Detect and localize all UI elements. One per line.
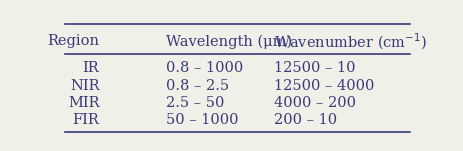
Text: 12500 – 4000: 12500 – 4000 [273, 79, 373, 93]
Text: 4000 – 200: 4000 – 200 [273, 96, 355, 110]
Text: Region: Region [47, 34, 99, 48]
Text: Wavelength (μm): Wavelength (μm) [166, 34, 291, 49]
Text: 2.5 – 50: 2.5 – 50 [166, 96, 224, 110]
Text: IR: IR [82, 61, 99, 75]
Text: 0.8 – 2.5: 0.8 – 2.5 [166, 79, 229, 93]
Text: 50 – 1000: 50 – 1000 [166, 113, 238, 127]
Text: NIR: NIR [70, 79, 99, 93]
Text: Wavenumber (cm$^{-1}$): Wavenumber (cm$^{-1}$) [273, 31, 426, 52]
Text: 200 – 10: 200 – 10 [273, 113, 336, 127]
Text: 12500 – 10: 12500 – 10 [273, 61, 355, 75]
Text: FIR: FIR [72, 113, 99, 127]
Text: MIR: MIR [68, 96, 99, 110]
Text: 0.8 – 1000: 0.8 – 1000 [166, 61, 243, 75]
